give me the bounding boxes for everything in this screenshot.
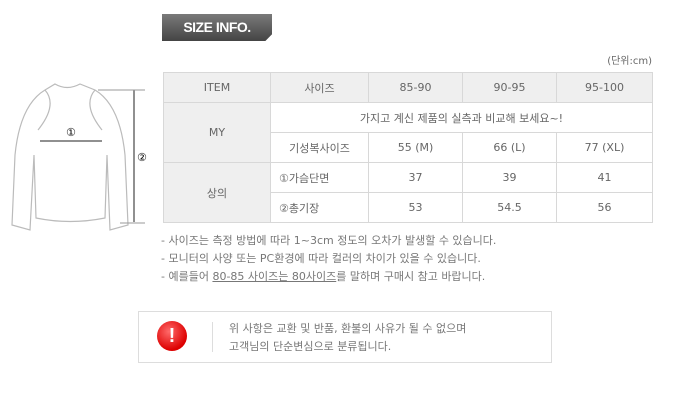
shirt-diagram: ① ② [11, 83, 147, 231]
row-label: ②총기장 [270, 192, 369, 223]
cell: 37 [368, 162, 463, 193]
note-underlined: 80-85 사이즈는 80사이즈 [212, 270, 337, 283]
header-cell: 85-90 [368, 72, 463, 103]
cell: 54.5 [462, 192, 557, 223]
notice-box: ! 위 사항은 교환 및 반품, 환불의 사유가 될 수 없으며 고객님의 단순… [138, 311, 552, 363]
notes: - 사이즈는 측정 방법에 따라 1~3cm 정도의 오차가 발생할 수 있습니… [161, 232, 496, 286]
table-row: ②총기장 53 54.5 56 [164, 192, 653, 223]
chest-marker: ① [66, 126, 76, 139]
my-note: 가지고 계신 제품의 실측과 비교해 보세요~! [270, 102, 653, 133]
note-line: - 예를들어 80-85 사이즈는 80사이즈를 말하며 구매시 참고 바랍니다… [161, 268, 496, 286]
cell: 41 [556, 162, 653, 193]
notice-line: 고객님의 단순변심으로 분류됩니다. [229, 340, 392, 353]
length-marker: ② [137, 151, 147, 164]
size-table: ITEM 사이즈 85-90 90-95 95-100 MY 가지고 계신 제품… [163, 72, 653, 223]
row-label: 기성복사이즈 [270, 132, 369, 163]
cell: 66 (L) [462, 132, 557, 163]
shirt-outline [11, 83, 129, 231]
note-line: - 사이즈는 측정 방법에 따라 1~3cm 정도의 오차가 발생할 수 있습니… [161, 234, 497, 247]
cell: 77 (XL) [556, 132, 653, 163]
cell: 56 [556, 192, 653, 223]
header-cell: 90-95 [462, 72, 557, 103]
note-suffix: 를 말하며 구매시 참고 바랍니다. [336, 270, 486, 283]
header-cell: 95-100 [556, 72, 653, 103]
notice-text: 위 사항은 교환 및 반품, 환불의 사유가 될 수 없으며 고객님의 단순변심… [229, 320, 466, 356]
row-label: ①가슴단면 [270, 162, 369, 193]
cell: 39 [462, 162, 557, 193]
cell: 55 (M) [368, 132, 463, 163]
my-label: MY [163, 102, 271, 163]
header-cell: 사이즈 [270, 72, 369, 103]
size-info-badge: SIZE INFO. [162, 14, 272, 41]
notice-line: 위 사항은 교환 및 반품, 환불의 사유가 될 수 없으며 [229, 322, 467, 335]
note-prefix: - 예를들어 [161, 270, 213, 283]
table-header-row: ITEM 사이즈 85-90 90-95 95-100 [163, 72, 653, 103]
unit-label: (단위:cm) [607, 56, 652, 67]
exclamation-icon: ! [157, 321, 187, 351]
note-line: - 모니터의 사양 또는 PC환경에 따라 컬러의 차이가 있을 수 있습니다. [161, 252, 481, 265]
shirt-seams [37, 89, 103, 131]
table-row: 상의 ①가슴단면 37 39 41 [163, 162, 653, 223]
table-row: MY 가지고 계신 제품의 실측과 비교해 보세요~! [163, 102, 653, 163]
top-label: 상의 [163, 162, 271, 223]
cell: 53 [368, 192, 463, 223]
divider [212, 322, 213, 352]
header-cell: ITEM [163, 72, 271, 103]
